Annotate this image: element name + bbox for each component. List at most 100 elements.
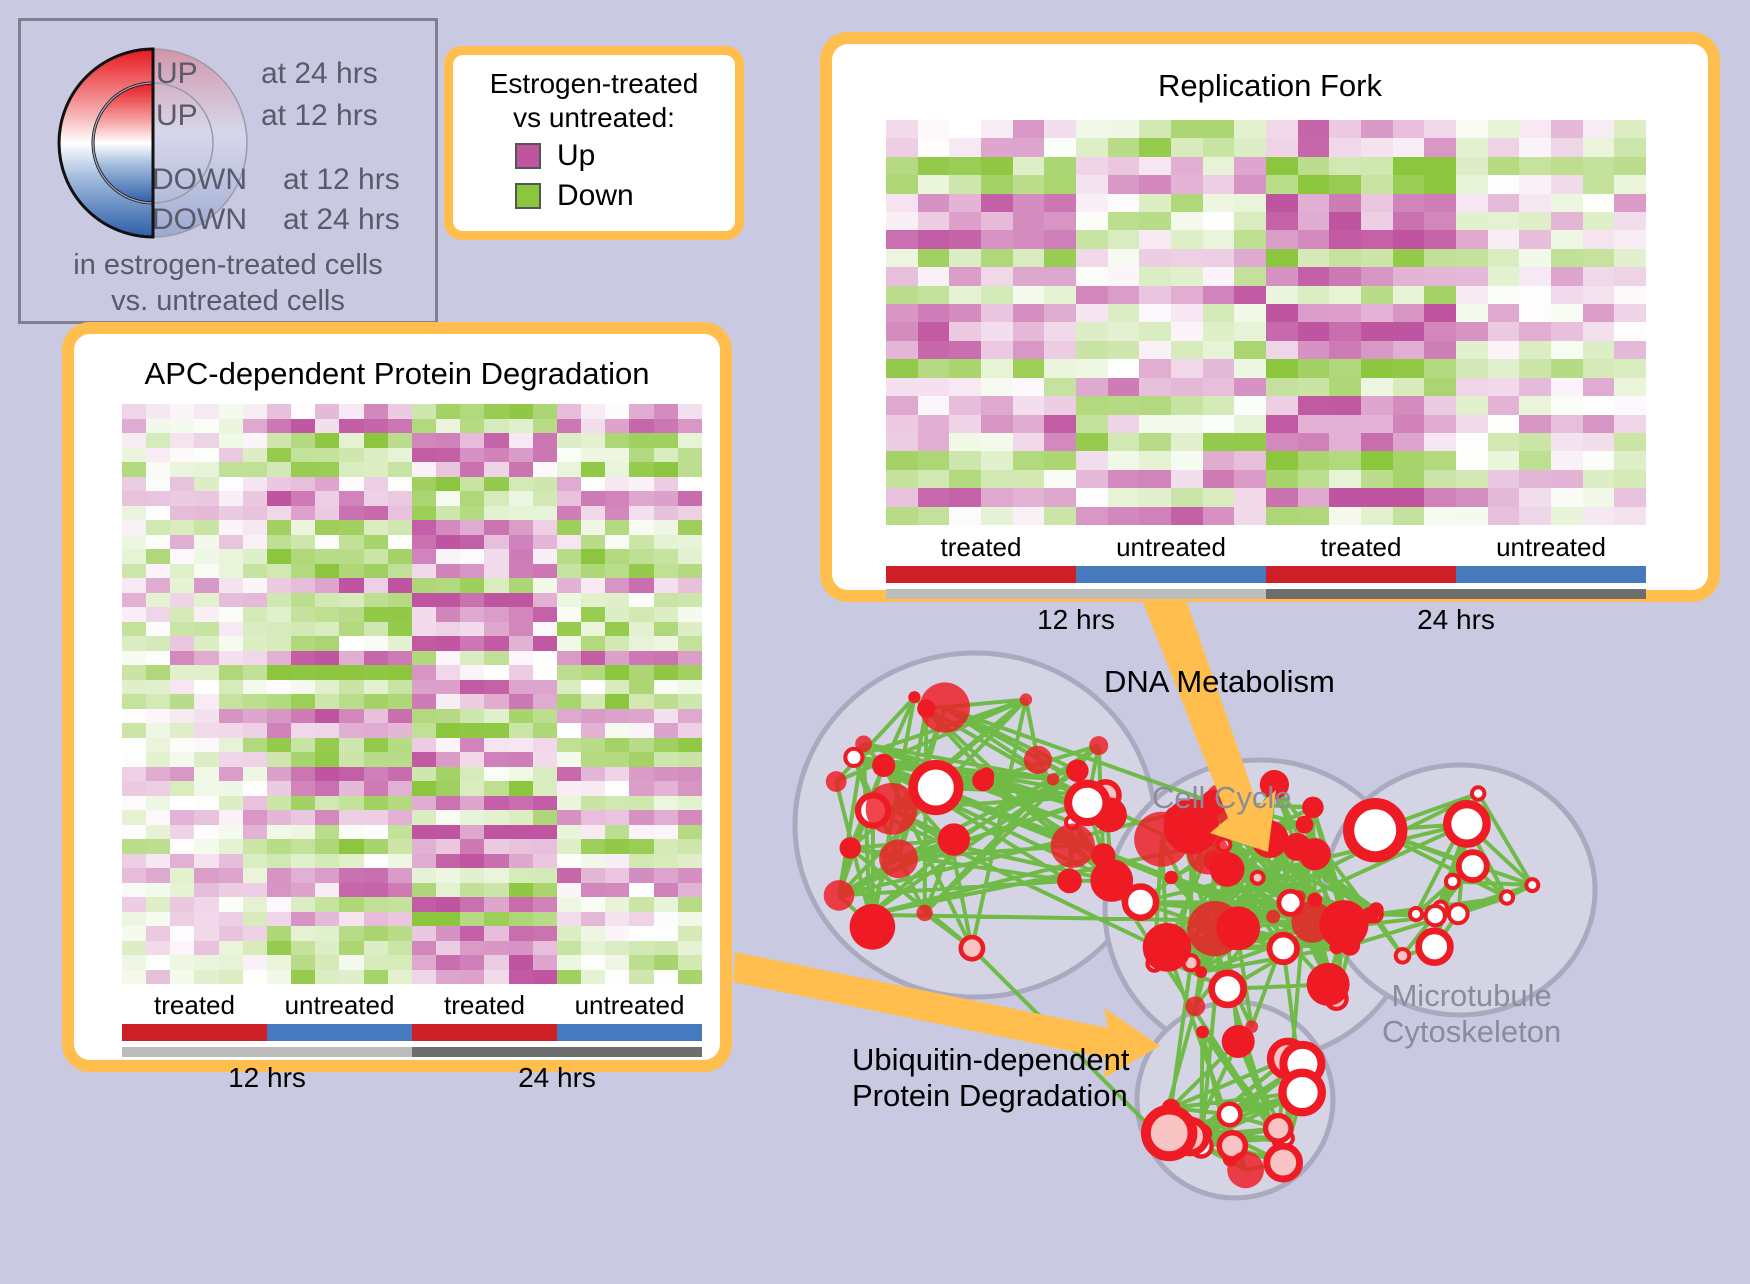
network-node[interactable]	[1164, 870, 1178, 885]
legend-title-line2: vs untreated:	[513, 102, 675, 134]
rep-group-label-2: treated	[1320, 532, 1402, 562]
concentric-ring-key-icon	[53, 43, 253, 243]
rep-time-bar-12	[886, 589, 1266, 599]
key-word-up-24: UP	[156, 57, 198, 90]
network-node[interactable]	[1415, 927, 1454, 967]
network-node[interactable]	[1185, 996, 1206, 1017]
apc-time-bar-12	[122, 1047, 412, 1057]
apc-group-label-0: treated	[154, 990, 235, 1020]
rep-group-bar-untreated-24	[1456, 566, 1646, 583]
network-node[interactable]	[839, 837, 862, 859]
network-node[interactable]	[937, 823, 971, 856]
network-node[interactable]	[908, 691, 921, 704]
rep-time-label-24: 24 hrs	[1417, 604, 1495, 635]
replication-fork-panel: Replication Fork treated untreated treat…	[820, 32, 1720, 635]
rep-group-bar-treated-24	[1266, 566, 1456, 583]
apc-time-label-24: 24 hrs	[518, 1062, 596, 1093]
network-node[interactable]	[908, 759, 964, 816]
network-node[interactable]	[1227, 1151, 1264, 1189]
network-node[interactable]	[1446, 902, 1470, 926]
cluster-label-dna-metabolism: DNA Metabolism	[1104, 664, 1335, 699]
network-node[interactable]	[1249, 869, 1266, 886]
network-node[interactable]	[1221, 1025, 1255, 1058]
network-node[interactable]	[1423, 903, 1448, 928]
network-nodes	[823, 682, 1541, 1189]
network-node[interactable]	[1266, 931, 1301, 966]
network-node[interactable]	[1407, 906, 1425, 923]
network-node[interactable]	[916, 904, 933, 922]
network-node[interactable]	[1455, 849, 1490, 884]
network-node[interactable]	[972, 769, 994, 792]
network-node[interactable]	[1443, 872, 1462, 891]
network-node[interactable]	[1393, 947, 1412, 965]
network-node[interactable]	[1298, 838, 1331, 871]
network-node[interactable]	[1066, 759, 1089, 782]
key-time-up-24: at 24 hrs	[261, 57, 378, 90]
network-node[interactable]	[825, 771, 847, 792]
rep-group-label-3: untreated	[1496, 532, 1606, 562]
network-node[interactable]	[1196, 1025, 1209, 1039]
apc-group-label-3: untreated	[574, 990, 685, 1020]
network-node[interactable]	[1470, 785, 1487, 802]
network-node[interactable]	[865, 782, 918, 835]
up-down-legend-inner: Estrogen-treated vs untreated: Up Down	[453, 55, 735, 231]
legend-label-down: Down	[557, 179, 634, 212]
network-node[interactable]	[1046, 773, 1060, 786]
network-node[interactable]	[1057, 868, 1082, 894]
up-down-color-legend: Estrogen-treated vs untreated: Up Down	[444, 46, 744, 240]
network-node[interactable]	[872, 753, 896, 777]
key-footer-line2: vs. untreated cells	[111, 285, 345, 318]
network-node[interactable]	[1262, 1112, 1294, 1144]
network-node[interactable]	[1319, 900, 1369, 950]
key-footer: in estrogen-treated cells vs. untreated …	[21, 247, 435, 320]
up-down-legend-title: Estrogen-treated vs untreated:	[453, 67, 735, 135]
network-node[interactable]	[958, 934, 986, 962]
rep-time-bar-24	[1266, 589, 1646, 599]
key-footer-line1: in estrogen-treated cells	[73, 249, 383, 281]
rep-group-bar-treated-12	[886, 566, 1076, 583]
network-node[interactable]	[1302, 796, 1324, 819]
pathway-network-diagram	[760, 600, 1750, 1279]
network-node[interactable]	[855, 735, 872, 753]
cluster-label-cell-cycle: Cell Cycle	[1152, 780, 1292, 815]
network-node[interactable]	[879, 839, 918, 879]
network-node[interactable]	[1278, 1068, 1326, 1117]
network-node[interactable]	[1090, 859, 1134, 902]
apc-degradation-panel: APC-dependent Protein Degradation treate…	[62, 322, 732, 1093]
network-node[interactable]	[1121, 883, 1160, 921]
key-time-down-24: at 24 hrs	[283, 203, 400, 236]
network-node[interactable]	[1251, 820, 1289, 858]
apc-title: APC-dependent Protein Degradation	[144, 356, 650, 391]
network-node[interactable]	[1266, 909, 1281, 924]
rep-time-label-12: 12 hrs	[1037, 604, 1115, 635]
apc-time-label-12: 12 hrs	[228, 1062, 306, 1093]
rep-group-label-0: treated	[940, 532, 1022, 562]
network-node[interactable]	[1498, 889, 1516, 906]
network-node[interactable]	[1263, 1142, 1304, 1183]
network-node[interactable]	[1050, 823, 1095, 868]
apc-time-bar-24	[412, 1047, 702, 1057]
network-node[interactable]	[1089, 736, 1109, 756]
network-node[interactable]	[919, 682, 970, 733]
network-node[interactable]	[1019, 693, 1033, 706]
network-node[interactable]	[1023, 745, 1052, 774]
network-node[interactable]	[1216, 1101, 1243, 1128]
apc-group-bar-treated-12	[122, 1024, 267, 1041]
network-node[interactable]	[1208, 969, 1247, 1009]
network-node[interactable]	[1306, 962, 1350, 1006]
legend-item-down: Down	[515, 179, 634, 213]
network-node[interactable]	[849, 904, 896, 950]
network-node[interactable]	[1443, 800, 1491, 848]
network-node[interactable]	[1524, 877, 1541, 894]
network-node[interactable]	[823, 880, 855, 911]
replication-fork-heatmap	[886, 120, 1646, 525]
network-node[interactable]	[1064, 779, 1111, 827]
network-node[interactable]	[1343, 797, 1408, 863]
network-node[interactable]	[1187, 901, 1243, 957]
legend-label-up: Up	[557, 139, 596, 172]
replication-fork-title: Replication Fork	[1158, 68, 1382, 103]
network-node[interactable]	[1141, 1104, 1198, 1162]
network-node[interactable]	[1295, 815, 1314, 834]
network-node[interactable]	[1142, 923, 1192, 972]
network-node[interactable]	[843, 746, 865, 768]
